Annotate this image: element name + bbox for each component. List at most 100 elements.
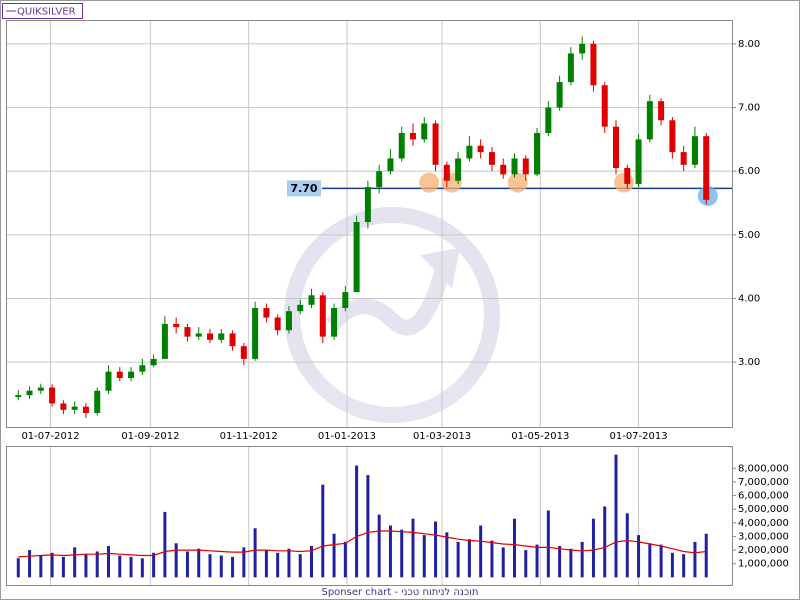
candle-body: [26, 390, 33, 396]
volume-bar: [569, 548, 573, 578]
highlight: [614, 172, 635, 193]
line-label: 7.70: [290, 182, 317, 195]
volume-bar: [614, 454, 618, 578]
volume-bar: [400, 529, 404, 578]
volume-bar: [648, 543, 652, 578]
candle-body: [534, 133, 541, 175]
candle-body: [477, 145, 484, 153]
candle-body: [466, 145, 473, 159]
volume-bar: [467, 539, 471, 578]
candle-body: [522, 158, 529, 175]
volume-panel: [6, 446, 733, 586]
volume-bar: [140, 558, 144, 578]
y2-tick-label: 7,000,000: [738, 477, 789, 488]
highlight: [419, 172, 440, 193]
y-tick-label: 7.00: [738, 103, 760, 114]
candle-body: [364, 187, 371, 223]
candle-body: [60, 403, 67, 410]
candle-body: [613, 126, 619, 168]
candle-body: [691, 136, 698, 165]
candle-body: [601, 85, 608, 127]
candle-body: [353, 222, 360, 293]
volume-bar: [242, 547, 246, 578]
volume-bar: [524, 550, 528, 578]
volume-bar: [310, 546, 313, 578]
volume-bar: [287, 548, 291, 578]
volume-bar: [231, 556, 235, 578]
volume-bar: [298, 554, 302, 578]
volume-bar: [456, 541, 460, 578]
volume-bar: [693, 541, 697, 578]
y2-tick-label: 1,000,000: [738, 559, 789, 570]
y2-tick-label: 6,000,000: [738, 491, 789, 502]
volume-bar: [625, 513, 629, 578]
candle-body: [342, 292, 349, 308]
y-tick-label: 8.00: [738, 39, 760, 50]
volume-bar: [61, 556, 65, 578]
volume-bar: [321, 484, 325, 578]
volume-bar: [501, 547, 505, 578]
volume-bar: [95, 551, 99, 578]
volume-bar: [73, 547, 77, 578]
volume-bar: [535, 544, 539, 578]
y2-tick-label: 3,000,000: [738, 531, 789, 542]
legend: [2, 3, 83, 19]
candle-body: [432, 123, 439, 165]
candle-body: [669, 120, 676, 153]
volume-bar: [129, 556, 133, 578]
x-tick-label: 01-11-2012: [220, 431, 278, 442]
volume-bar: [445, 532, 449, 578]
candle-body: [590, 43, 597, 86]
volume-bar: [264, 550, 268, 578]
y-tick-label: 6.00: [738, 166, 760, 177]
candle-body: [635, 139, 642, 184]
volume-bar: [332, 533, 336, 578]
volume-bar: [118, 555, 122, 578]
volume-bar: [197, 548, 201, 578]
volume-bar: [84, 554, 88, 578]
watermark: [284, 207, 500, 423]
y-tick-label: 4.00: [738, 293, 760, 304]
volume-bar: [366, 475, 370, 578]
candle-body: [410, 133, 416, 140]
candle-body: [579, 43, 586, 54]
volume-bar: [208, 554, 212, 578]
candle-body: [455, 158, 462, 181]
volume-bar: [670, 552, 674, 578]
candle-body: [511, 158, 518, 175]
volume-bar: [591, 518, 595, 578]
volume-bar: [174, 543, 178, 578]
candle-body: [252, 308, 259, 359]
volume-bar: [107, 546, 110, 578]
candle-body: [139, 365, 146, 372]
volume-bar: [603, 506, 607, 578]
candle-body: [646, 101, 653, 140]
y2-tick-label: 8,000,000: [738, 463, 789, 474]
volume-bar: [637, 535, 641, 578]
candle-body: [556, 82, 563, 108]
volume-bar: [152, 552, 156, 578]
x-tick-label: 01-01-2013: [318, 431, 376, 442]
x-tick-label: 01-03-2013: [413, 431, 471, 442]
volume-bar: [558, 546, 562, 578]
y-tick-label: 5.00: [738, 230, 760, 241]
candle-body: [387, 158, 394, 172]
candle-body: [500, 164, 507, 175]
candle-body: [116, 371, 123, 378]
candle-body: [443, 164, 450, 181]
candle-body: [128, 371, 135, 378]
candle-body: [398, 133, 405, 159]
volume-bar: [276, 552, 280, 578]
volume-bar: [490, 540, 494, 578]
volume-bar: [50, 552, 54, 578]
volume-bar: [422, 535, 426, 578]
volume-bar: [434, 521, 438, 578]
candle-body: [207, 333, 213, 340]
candle-body: [218, 333, 225, 340]
volume-bar: [546, 510, 550, 578]
volume-ma-line: [18, 530, 707, 558]
candle-body: [376, 171, 383, 188]
candle-body: [567, 53, 574, 83]
candle-body: [229, 333, 236, 347]
